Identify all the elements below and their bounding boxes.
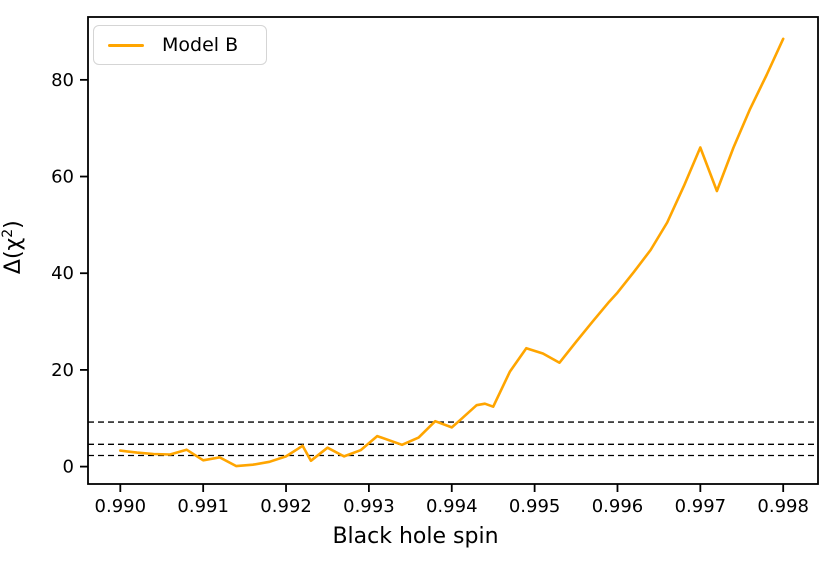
- y-tick-label: 40: [51, 263, 74, 284]
- y-tick-label: 60: [51, 167, 74, 188]
- y-tick-label: 0: [63, 457, 74, 478]
- x-tick-label: 0.997: [675, 496, 727, 517]
- x-tick-label: 0.994: [426, 496, 478, 517]
- legend-label: Model B: [162, 34, 239, 56]
- legend: Model B: [93, 25, 267, 65]
- x-tick-label: 0.990: [95, 496, 147, 517]
- x-tick-label: 0.998: [757, 496, 809, 517]
- y-tick-label: 80: [51, 70, 74, 91]
- y-axis-label-exponent: 2: [0, 228, 16, 238]
- x-tick-label: 0.991: [177, 496, 229, 517]
- y-tick-label: 20: [51, 360, 74, 381]
- legend-line-swatch: [108, 43, 144, 47]
- axes-frame: [87, 16, 819, 485]
- x-tick-label: 0.996: [592, 496, 644, 517]
- x-tick-label: 0.992: [260, 496, 312, 517]
- x-tick-label: 0.993: [343, 496, 395, 517]
- y-axis-label-open: Δ(χ: [1, 237, 27, 275]
- y-axis-label: Δ(χ2): [0, 172, 26, 322]
- x-tick-label: 0.995: [509, 496, 561, 517]
- y-axis-label-close: ): [1, 220, 27, 229]
- series-line: [119, 37, 785, 468]
- x-axis-label: Black hole spin: [332, 524, 499, 549]
